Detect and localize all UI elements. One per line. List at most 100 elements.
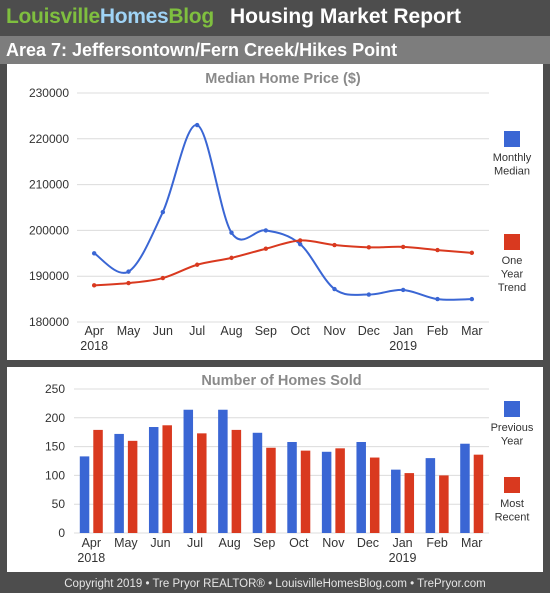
legend-label: Recent [495, 512, 530, 524]
bar-most-recent [369, 457, 380, 533]
bar-most-recent [404, 473, 415, 533]
y-tick-label: 180000 [29, 315, 69, 329]
bar-most-recent [162, 425, 172, 533]
bar-previous-year [287, 441, 297, 533]
brand-logo[interactable]: LouisvilleHomesBlog [6, 5, 214, 29]
x-tick-label: Nov [322, 536, 345, 550]
data-point-one-year-trend [435, 247, 440, 253]
y-tick-label: 220000 [29, 132, 69, 146]
x-tick-label: Mar [461, 536, 483, 550]
series-line-monthly-median [93, 124, 472, 301]
bar-previous-year [356, 441, 366, 533]
x-tick-label: Apr [82, 536, 101, 550]
bar-most-recent [127, 440, 138, 533]
data-point-monthly-median [263, 228, 269, 233]
report-title: Housing Market Report [230, 5, 462, 28]
homes-sold-chart: Number of Homes Sold 0 50 100 150 200 250 Apr Ma… [45, 373, 534, 565]
x-tick-label: Jun [150, 536, 170, 550]
x-tick-label: Jul [187, 536, 203, 550]
x-tick-label: Dec [357, 536, 379, 550]
data-point-one-year-trend [126, 280, 131, 286]
legend-swatch-red [504, 234, 520, 250]
x-tick-label: Jun [153, 324, 173, 338]
bar-previous-year [79, 456, 90, 533]
legend-label: Previous [491, 422, 534, 434]
x-tick-label: Nov [323, 324, 346, 338]
data-point-one-year-trend [366, 245, 372, 250]
y-tick-label: 250 [45, 382, 65, 396]
data-point-one-year-trend [91, 283, 97, 288]
legend-label: Most [500, 498, 524, 510]
x-tick-label: Apr [84, 324, 103, 338]
bar-most-recent [335, 448, 345, 533]
legend-label: One [502, 255, 523, 267]
x-tick-label: Feb [426, 536, 448, 550]
y-tick-label: 100 [45, 468, 65, 482]
header-bar: LouisvilleHomesBlog Housing Market Repor… [0, 0, 550, 34]
legend-label: Year [501, 269, 524, 281]
x-tick-label: Oct [289, 536, 309, 550]
bar-most-recent [93, 429, 103, 533]
bar-previous-year [425, 458, 436, 533]
data-point-one-year-trend [263, 246, 269, 251]
brand-word-homes: Homes [99, 5, 169, 28]
legend-swatch-blue [504, 131, 520, 147]
bar-most-recent [300, 450, 311, 533]
series-line-one-year-trend [94, 239, 472, 287]
data-point-monthly-median [126, 269, 131, 274]
y-tick-label: 190000 [29, 269, 69, 283]
data-point-one-year-trend [400, 244, 406, 250]
legend-label: Median [494, 166, 530, 178]
legend-swatch-red [504, 477, 520, 493]
data-point-one-year-trend [229, 255, 234, 261]
legend-swatch-blue [504, 401, 520, 417]
legend-label: Trend [498, 282, 526, 294]
y-tick-label: 200 [45, 411, 65, 425]
footer-copyright: Copyright 2019 • Tre Pryor REALTOR® • Lo… [64, 578, 486, 590]
legend-label: Year [501, 436, 524, 448]
bar-most-recent [231, 429, 242, 533]
x-tick-label: Dec [358, 324, 380, 338]
x-tick-label: Jan [393, 324, 413, 338]
year-label: 2019 [389, 339, 417, 353]
bar-most-recent [266, 447, 276, 533]
legend-label: Monthly [493, 152, 532, 164]
y-tick-label: 230000 [29, 86, 69, 100]
data-point-one-year-trend [194, 262, 200, 267]
bar-previous-year [321, 451, 332, 533]
data-point-one-year-trend [160, 275, 166, 281]
y-tick-label: 200000 [29, 223, 69, 237]
bar-previous-year [148, 427, 159, 533]
data-point-monthly-median [332, 286, 337, 292]
median-price-chart: Median Home Price ($) 180000 190000 200000 2… [29, 71, 532, 353]
x-tick-label: May [117, 324, 141, 338]
chart-title: Number of Homes Sold [201, 373, 361, 389]
area-band: Area 7: Jeffersontown/Fern Creek/Hikes P… [0, 36, 550, 64]
bar-previous-year [218, 409, 228, 533]
bar-most-recent [439, 475, 449, 533]
x-tick-label: Aug [220, 324, 242, 338]
data-point-monthly-median [435, 296, 440, 302]
y-tick-label: 150 [45, 440, 65, 454]
bar-previous-year [114, 433, 124, 533]
area-title: Area 7: Jeffersontown/Fern Creek/Hikes P… [6, 40, 398, 60]
brand-word-blog: Blog [168, 5, 214, 28]
bar-previous-year [183, 409, 194, 533]
x-tick-label: Sep [255, 324, 277, 338]
bar-previous-year [391, 469, 401, 533]
y-tick-label: 0 [58, 526, 65, 540]
bar-most-recent [197, 433, 207, 533]
median-price-panel: Median Home Price ($) 180000 190000 200000 2… [7, 64, 543, 360]
data-point-monthly-median [91, 251, 97, 256]
year-label: 2018 [80, 339, 108, 353]
data-point-monthly-median [469, 296, 475, 302]
data-point-monthly-median [229, 230, 234, 235]
data-point-monthly-median [160, 209, 166, 215]
bar-previous-year [460, 443, 470, 533]
bar-previous-year [252, 432, 263, 533]
x-tick-label: Oct [290, 324, 310, 338]
x-tick-label: Jul [189, 324, 205, 338]
x-tick-label: Aug [219, 536, 241, 550]
data-point-one-year-trend [469, 250, 475, 256]
data-point-monthly-median [297, 241, 303, 247]
